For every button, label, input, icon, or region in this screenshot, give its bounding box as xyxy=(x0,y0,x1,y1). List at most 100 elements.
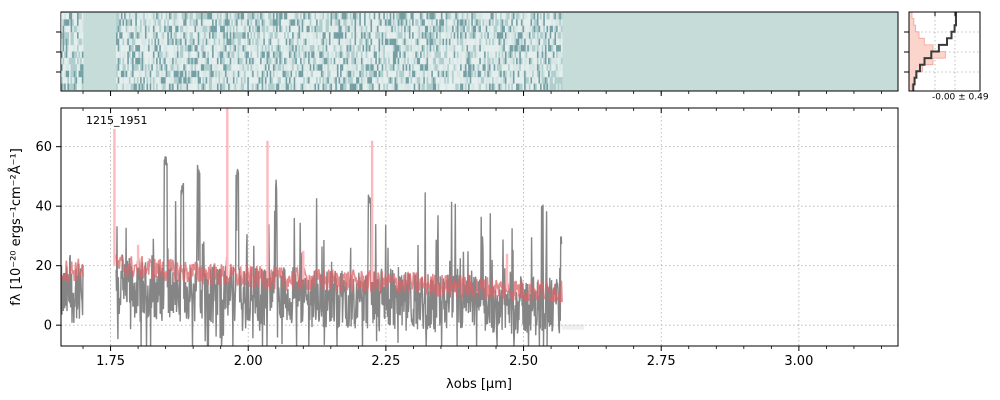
spectrum-2d-pixel xyxy=(381,13,384,20)
spectrum-2d-pixel xyxy=(268,45,270,52)
spectrum-2d-pixel xyxy=(456,64,459,71)
spectrum-2d-pixel xyxy=(349,13,352,20)
spectrum-2d-pixel xyxy=(269,25,272,33)
spectrum-2d-pixel xyxy=(196,64,198,71)
spectrum-2d-pixel xyxy=(223,45,225,52)
spectrum-2d-pixel xyxy=(117,70,120,78)
spectrum-2d-pixel xyxy=(506,77,509,84)
spectrum-2d-pixel xyxy=(530,77,533,84)
spectrum-2d-pixel xyxy=(359,13,361,20)
spectrum-2d-pixel xyxy=(538,19,541,26)
spectrum-2d-pixel xyxy=(242,38,245,46)
spectrum-2d-pixel xyxy=(303,83,305,90)
spectrum-2d-pixel xyxy=(512,13,515,20)
spectrum-2d-pixel xyxy=(458,19,461,26)
spectrum-2d-pixel xyxy=(346,83,349,90)
spectrum-2d-pixel xyxy=(247,64,249,71)
spectrum-2d-pixel xyxy=(263,32,265,39)
spectrum-2d-pixel xyxy=(436,83,438,90)
spectrum-2d-pixel xyxy=(255,64,257,71)
spectrum-2d-pixel xyxy=(298,13,301,20)
spectrum-2d-pixel xyxy=(240,64,243,71)
spectrum-2d-pixel xyxy=(180,51,182,58)
spectrum-2d-pixel xyxy=(242,32,245,39)
spectrum-2d-pixel xyxy=(388,13,390,20)
spectrum-2d-pixel xyxy=(495,57,497,65)
spectrum-2d-pixel xyxy=(269,70,272,78)
spectrum-2d-pixel xyxy=(320,13,323,20)
spectrum-2d-pixel xyxy=(466,64,469,71)
spectrum-2d-pixel xyxy=(536,83,539,90)
spectrum-2d-pixel xyxy=(540,64,542,71)
spectrum-2d-pixel xyxy=(284,51,286,58)
spectrum-2d-pixel xyxy=(458,25,461,33)
spectrum-2d-pixel xyxy=(319,25,321,33)
spectrum-2d-pixel xyxy=(168,70,171,78)
spectrum-2d-pixel xyxy=(479,32,481,39)
spectrum-2d-pixel xyxy=(250,70,253,78)
spectrum-2d-pixel xyxy=(554,83,557,90)
spectrum-2d-pixel xyxy=(210,45,213,52)
spectrum-2d-pixel xyxy=(485,25,488,33)
spectrum-2d-pixel xyxy=(508,32,510,39)
spectrum-2d-pixel xyxy=(167,19,169,26)
spectrum-2d-pixel xyxy=(261,51,264,58)
spectrum-2d-pixel xyxy=(509,51,512,58)
spectrum-2d-pixel xyxy=(343,83,345,90)
spectrum-2d-pixel xyxy=(213,57,216,65)
spectrum-2d-pixel xyxy=(404,13,406,20)
spectrum-2d-pixel xyxy=(413,38,416,46)
spectrum-2d-pixel xyxy=(208,13,211,20)
spectrum-2d-pixel xyxy=(290,45,293,52)
spectrum-2d-pixel xyxy=(261,13,264,20)
spectrum-2d-pixel xyxy=(266,45,269,52)
spectrum-2d-pixel xyxy=(309,32,312,39)
spectrum-2d-pixel xyxy=(344,51,347,58)
spectrum-2d-pixel xyxy=(316,13,318,20)
spectrum-2d-pixel xyxy=(252,32,254,39)
spectrum-2d-pixel xyxy=(256,32,259,39)
spectrum-2d-pixel xyxy=(216,83,219,90)
spectrum-2d-pixel xyxy=(156,13,158,20)
spectrum-2d-pixel xyxy=(152,83,155,90)
spectrum-2d-pixel xyxy=(156,57,158,65)
spectrum-2d-pixel xyxy=(152,19,155,26)
spectrum-2d-pixel xyxy=(474,77,477,84)
spectrum-2d-pixel xyxy=(128,64,131,71)
spectrum-2d-pixel xyxy=(240,25,243,33)
spectrum-2d-pixel xyxy=(485,45,488,52)
spectrum-2d-pixel xyxy=(405,32,408,39)
spectrum-2d-pixel xyxy=(124,38,126,46)
spectrum-2d-pixel xyxy=(159,83,161,90)
spectrum-2d-pixel xyxy=(64,64,66,71)
spectrum-2d-pixel xyxy=(264,77,267,84)
spectrum-2d-pixel xyxy=(348,51,350,58)
spectrum-2d-pixel xyxy=(173,38,176,46)
spectrum-2d-pixel xyxy=(213,25,216,33)
spectrum-2d-pixel xyxy=(341,19,344,26)
spectrum-2d-pixel xyxy=(293,57,296,65)
spectrum-2d-pixel xyxy=(255,25,257,33)
spectrum-2d-pixel xyxy=(380,77,382,84)
spectrum-2d-pixel xyxy=(266,32,269,39)
spectrum-2d-pixel xyxy=(367,25,369,33)
spectrum-2d-pixel xyxy=(448,83,451,90)
spectrum-2d-pixel xyxy=(308,25,310,33)
spectrum-2d-pixel xyxy=(247,70,249,78)
spectrum-2d-pixel xyxy=(124,64,126,71)
spectrum-2d-pixel xyxy=(311,45,313,52)
spectrum-2d-pixel xyxy=(245,57,248,65)
spectrum-2d-pixel xyxy=(482,38,485,46)
spectrum-2d-pixel xyxy=(144,13,147,20)
spectrum-2d-pixel xyxy=(200,51,203,58)
spectrum-2d-pixel xyxy=(437,51,440,58)
spectrum-2d-pixel xyxy=(384,38,387,46)
spectrum-2d-pixel xyxy=(223,83,225,90)
spectrum-2d-pixel xyxy=(533,32,536,39)
spectrum-2d-pixel xyxy=(64,25,66,33)
spectrum-2d-pixel xyxy=(492,77,494,84)
spectrum-2d-pixel xyxy=(117,32,120,39)
spectrum-2d-pixel xyxy=(469,13,472,20)
spectrum-2d-pixel xyxy=(276,19,278,26)
spectrum-2d-pixel xyxy=(340,57,342,65)
